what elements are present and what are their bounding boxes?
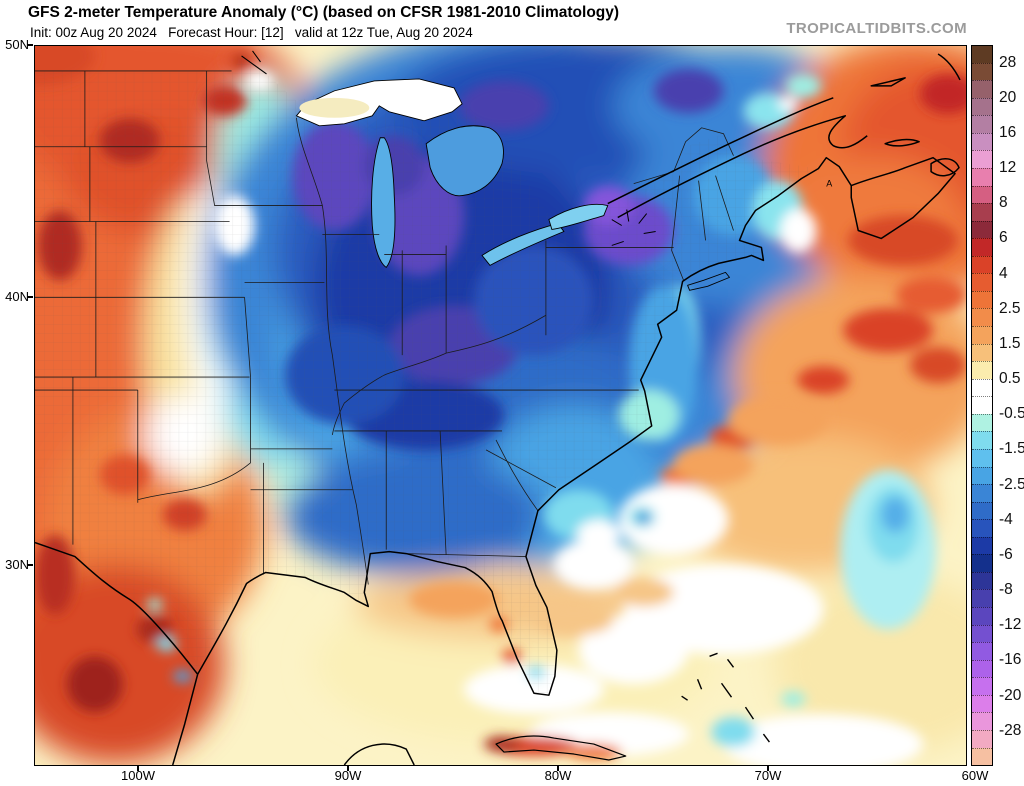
lon-tick [137,766,139,771]
colorbar-segment [972,431,992,449]
colorbar-segment [972,361,992,379]
colorbar-label: 16 [999,123,1017,141]
colorbar-segment [972,238,992,256]
lon-label: 90W [334,768,362,783]
colorbar-label: -2.5 [999,475,1024,493]
colorbar-segment [972,308,992,326]
colorbar-segment [972,378,992,397]
colorbar-label: -1.5 [999,440,1024,458]
lon-label: 100W [121,768,155,783]
colorbar-segment [972,150,992,168]
lon-tick [347,766,349,771]
lon-label: 80W [544,768,572,783]
lat-tick [27,296,33,298]
lat-label: 50N [5,37,29,52]
colorbar-segment [972,466,992,485]
colorbar-label: -28 [999,721,1022,739]
colorbar-label: -8 [999,581,1013,599]
state-borders [35,70,734,585]
colorbar-segment [972,747,992,766]
colorbar-segment [972,677,992,695]
colorbar-label: -6 [999,545,1013,563]
colorbar-segment [972,290,992,309]
colorbar-segment [972,396,992,414]
colorbar-label: 6 [999,229,1008,247]
colorbar-label: -4 [999,510,1013,528]
lon-label: 70W [754,768,782,783]
lat-label: 40N [5,289,29,304]
great-lakes [295,78,609,268]
colorbar-segment [972,642,992,660]
colorbar-segment [972,203,992,221]
colorbar-label: 4 [999,264,1008,282]
colorbar-segment [972,115,992,133]
colorbar-label: 8 [999,194,1008,212]
lon-tick [767,766,769,771]
colorbar-segment [972,554,992,572]
colorbar-label: 12 [999,159,1017,177]
colorbar-segment [972,185,992,204]
colorbar-labels: 28 20 16 12 8 6 4 2.5 1.5 0.5 -0.5 -1.5 -2.5 -4 -6 -8 -1… [999,45,1024,766]
colorbar-label: -20 [999,686,1022,704]
lat-label: 30N [5,557,29,572]
colorbar-segment [972,501,992,520]
county-texture [35,55,819,696]
colorbar-segment [972,220,992,239]
colorbar-label: 28 [999,53,1017,71]
map-annotation-a: A [826,179,832,189]
lat-tick [27,564,33,566]
colorbar-segment [972,132,992,151]
colorbar-segment [972,624,992,643]
colorbar-label: 20 [999,88,1017,106]
colorbar-label: -12 [999,616,1022,634]
anomaly-map-svg: A [35,46,966,765]
colorbar-label: -0.5 [999,405,1024,423]
colorbar-segment [972,589,992,607]
colorbar-segment [972,519,992,537]
colorbar-segment [972,97,992,116]
colorbar-segment [972,571,992,590]
colorbar-segment [972,255,992,274]
colorbar-label: 1.5 [999,334,1021,352]
coastline [35,50,961,765]
lon-label: 60W [961,768,989,783]
colorbar-segment [972,326,992,344]
page-title: GFS 2-meter Temperature Anomaly (°C) (ba… [28,4,620,21]
colorbar-segment [972,659,992,678]
map-canvas: A [34,45,967,766]
colorbar-segment [972,712,992,730]
colorbar-segment [972,536,992,555]
colorbar-label: 2.5 [999,299,1021,317]
colorbar-segment [972,607,992,625]
colorbar-segment [972,448,992,467]
lat-tick [27,44,33,46]
colorbar-segment [972,62,992,81]
tropicaltidbits-watermark: TROPICALTIDBITS.COM [786,20,967,37]
colorbar-segment [972,273,992,291]
colorbar-segment [972,484,992,502]
colorbar-label: -16 [999,651,1022,669]
colorbar-segment [972,80,992,98]
colorbar-segment [972,694,992,713]
colorbar-segment [972,729,992,748]
lon-tick [557,766,559,771]
init-forecast-line: Init: 00z Aug 20 2024 Forecast Hour: [12… [30,25,473,40]
colorbar-segment [972,413,992,432]
colorbar-segment [972,343,992,362]
colorbar [971,45,993,766]
colorbar-segment [972,46,992,63]
colorbar-segment [972,167,992,186]
colorbar-label: 0.5 [999,370,1021,388]
